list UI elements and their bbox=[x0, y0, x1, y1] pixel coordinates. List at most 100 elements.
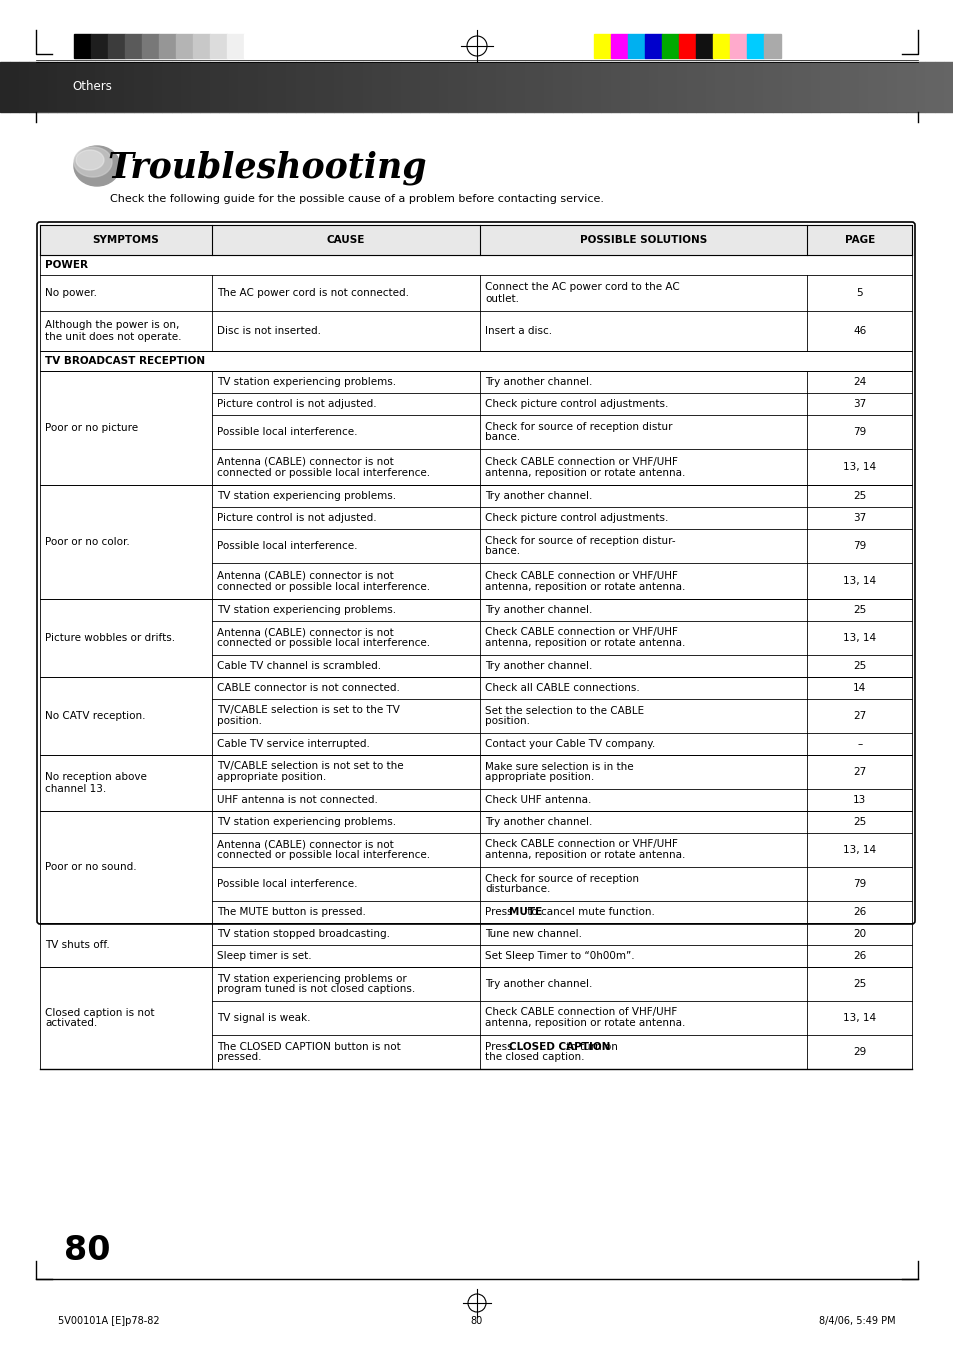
Bar bbox=[896, 62, 905, 112]
Text: the closed caption.: the closed caption. bbox=[485, 1052, 584, 1062]
Bar bbox=[801, 62, 810, 112]
Bar bbox=[924, 62, 934, 112]
Bar bbox=[934, 62, 943, 112]
Text: 27: 27 bbox=[852, 711, 865, 721]
Bar bbox=[457, 62, 467, 112]
Bar bbox=[667, 62, 677, 112]
Bar bbox=[193, 34, 210, 58]
Text: 24: 24 bbox=[852, 377, 865, 386]
Bar bbox=[19, 62, 29, 112]
Bar bbox=[763, 34, 781, 58]
Bar bbox=[476, 62, 486, 112]
Bar bbox=[48, 62, 57, 112]
Bar bbox=[286, 62, 295, 112]
Bar bbox=[172, 62, 181, 112]
Text: position.: position. bbox=[485, 716, 530, 727]
Text: the unit does not operate.: the unit does not operate. bbox=[45, 331, 181, 342]
Text: position.: position. bbox=[216, 716, 261, 727]
Text: Although the power is on,: Although the power is on, bbox=[45, 320, 179, 331]
Bar bbox=[295, 62, 305, 112]
Bar bbox=[915, 62, 924, 112]
Text: Antenna (CABLE) connector is not: Antenna (CABLE) connector is not bbox=[216, 839, 394, 850]
Text: to turn on: to turn on bbox=[563, 1042, 618, 1051]
Bar bbox=[762, 62, 772, 112]
Bar bbox=[324, 62, 334, 112]
Bar bbox=[67, 62, 76, 112]
Bar bbox=[658, 62, 667, 112]
Bar bbox=[696, 34, 712, 58]
Text: Possible local interference.: Possible local interference. bbox=[216, 427, 357, 436]
Text: connected or possible local interference.: connected or possible local interference… bbox=[216, 467, 430, 477]
Bar bbox=[181, 62, 191, 112]
Bar bbox=[276, 62, 286, 112]
Text: Antenna (CABLE) connector is not: Antenna (CABLE) connector is not bbox=[216, 627, 394, 638]
Bar bbox=[644, 34, 661, 58]
Bar bbox=[648, 62, 658, 112]
Bar bbox=[505, 62, 515, 112]
Bar bbox=[829, 62, 839, 112]
Text: connected or possible local interference.: connected or possible local interference… bbox=[216, 851, 430, 861]
Text: Check picture control adjustments.: Check picture control adjustments. bbox=[485, 513, 668, 523]
Bar bbox=[905, 62, 915, 112]
Bar bbox=[248, 62, 257, 112]
Text: The MUTE button is pressed.: The MUTE button is pressed. bbox=[216, 907, 365, 917]
Bar bbox=[467, 62, 476, 112]
Text: 27: 27 bbox=[852, 767, 865, 777]
Text: Check UHF antenna.: Check UHF antenna. bbox=[485, 794, 591, 805]
Text: 5V00101A [E]p78-82: 5V00101A [E]p78-82 bbox=[58, 1316, 159, 1325]
Text: Check CABLE connection or VHF/UHF: Check CABLE connection or VHF/UHF bbox=[485, 839, 678, 850]
Bar bbox=[562, 62, 572, 112]
Text: 13: 13 bbox=[852, 794, 865, 805]
Text: 79: 79 bbox=[852, 540, 865, 551]
Bar bbox=[781, 62, 791, 112]
Bar bbox=[108, 34, 125, 58]
Text: 14: 14 bbox=[852, 684, 865, 693]
Bar bbox=[610, 34, 627, 58]
Bar bbox=[305, 62, 314, 112]
Bar bbox=[524, 62, 534, 112]
Bar bbox=[29, 62, 38, 112]
Bar bbox=[712, 34, 729, 58]
Text: Antenna (CABLE) connector is not: Antenna (CABLE) connector is not bbox=[216, 457, 394, 466]
Text: program tuned is not closed captions.: program tuned is not closed captions. bbox=[216, 985, 415, 994]
Bar bbox=[600, 62, 610, 112]
Text: 13, 14: 13, 14 bbox=[842, 576, 875, 586]
Bar bbox=[353, 62, 362, 112]
Bar bbox=[772, 62, 781, 112]
Text: connected or possible local interference.: connected or possible local interference… bbox=[216, 581, 430, 592]
Bar bbox=[227, 34, 244, 58]
Text: 25: 25 bbox=[852, 979, 865, 989]
Text: pressed.: pressed. bbox=[216, 1052, 261, 1062]
Bar bbox=[334, 62, 343, 112]
Bar bbox=[594, 34, 610, 58]
Text: PAGE: PAGE bbox=[843, 235, 874, 245]
Bar bbox=[86, 62, 95, 112]
Bar bbox=[553, 62, 562, 112]
Text: 80: 80 bbox=[471, 1316, 482, 1325]
Text: 8/4/06, 5:49 PM: 8/4/06, 5:49 PM bbox=[819, 1316, 895, 1325]
Text: Possible local interference.: Possible local interference. bbox=[216, 540, 357, 551]
Bar bbox=[448, 62, 457, 112]
Text: 79: 79 bbox=[852, 880, 865, 889]
Bar bbox=[886, 62, 896, 112]
Text: No reception above: No reception above bbox=[45, 773, 147, 782]
Text: antenna, reposition or rotate antenna.: antenna, reposition or rotate antenna. bbox=[485, 467, 685, 477]
Bar bbox=[0, 62, 10, 112]
Text: Check for source of reception distur-: Check for source of reception distur- bbox=[485, 535, 676, 546]
Text: TV/CABLE selection is not set to the: TV/CABLE selection is not set to the bbox=[216, 762, 403, 771]
Bar bbox=[10, 62, 19, 112]
Text: TV signal is weak.: TV signal is weak. bbox=[216, 1013, 310, 1023]
Text: Antenna (CABLE) connector is not: Antenna (CABLE) connector is not bbox=[216, 570, 394, 581]
Text: to cancel mute function.: to cancel mute function. bbox=[524, 907, 655, 917]
Text: Poor or no color.: Poor or no color. bbox=[45, 536, 130, 547]
Bar bbox=[40, 226, 911, 255]
Text: SYMPTOMS: SYMPTOMS bbox=[92, 235, 159, 245]
Text: antenna, reposition or rotate antenna.: antenna, reposition or rotate antenna. bbox=[485, 639, 685, 648]
Text: 25: 25 bbox=[852, 605, 865, 615]
Bar bbox=[729, 34, 746, 58]
Text: antenna, reposition or rotate antenna.: antenna, reposition or rotate antenna. bbox=[485, 851, 685, 861]
Bar bbox=[238, 62, 248, 112]
Text: Try another channel.: Try another channel. bbox=[485, 377, 592, 386]
Text: 25: 25 bbox=[852, 490, 865, 501]
Text: 13, 14: 13, 14 bbox=[842, 634, 875, 643]
